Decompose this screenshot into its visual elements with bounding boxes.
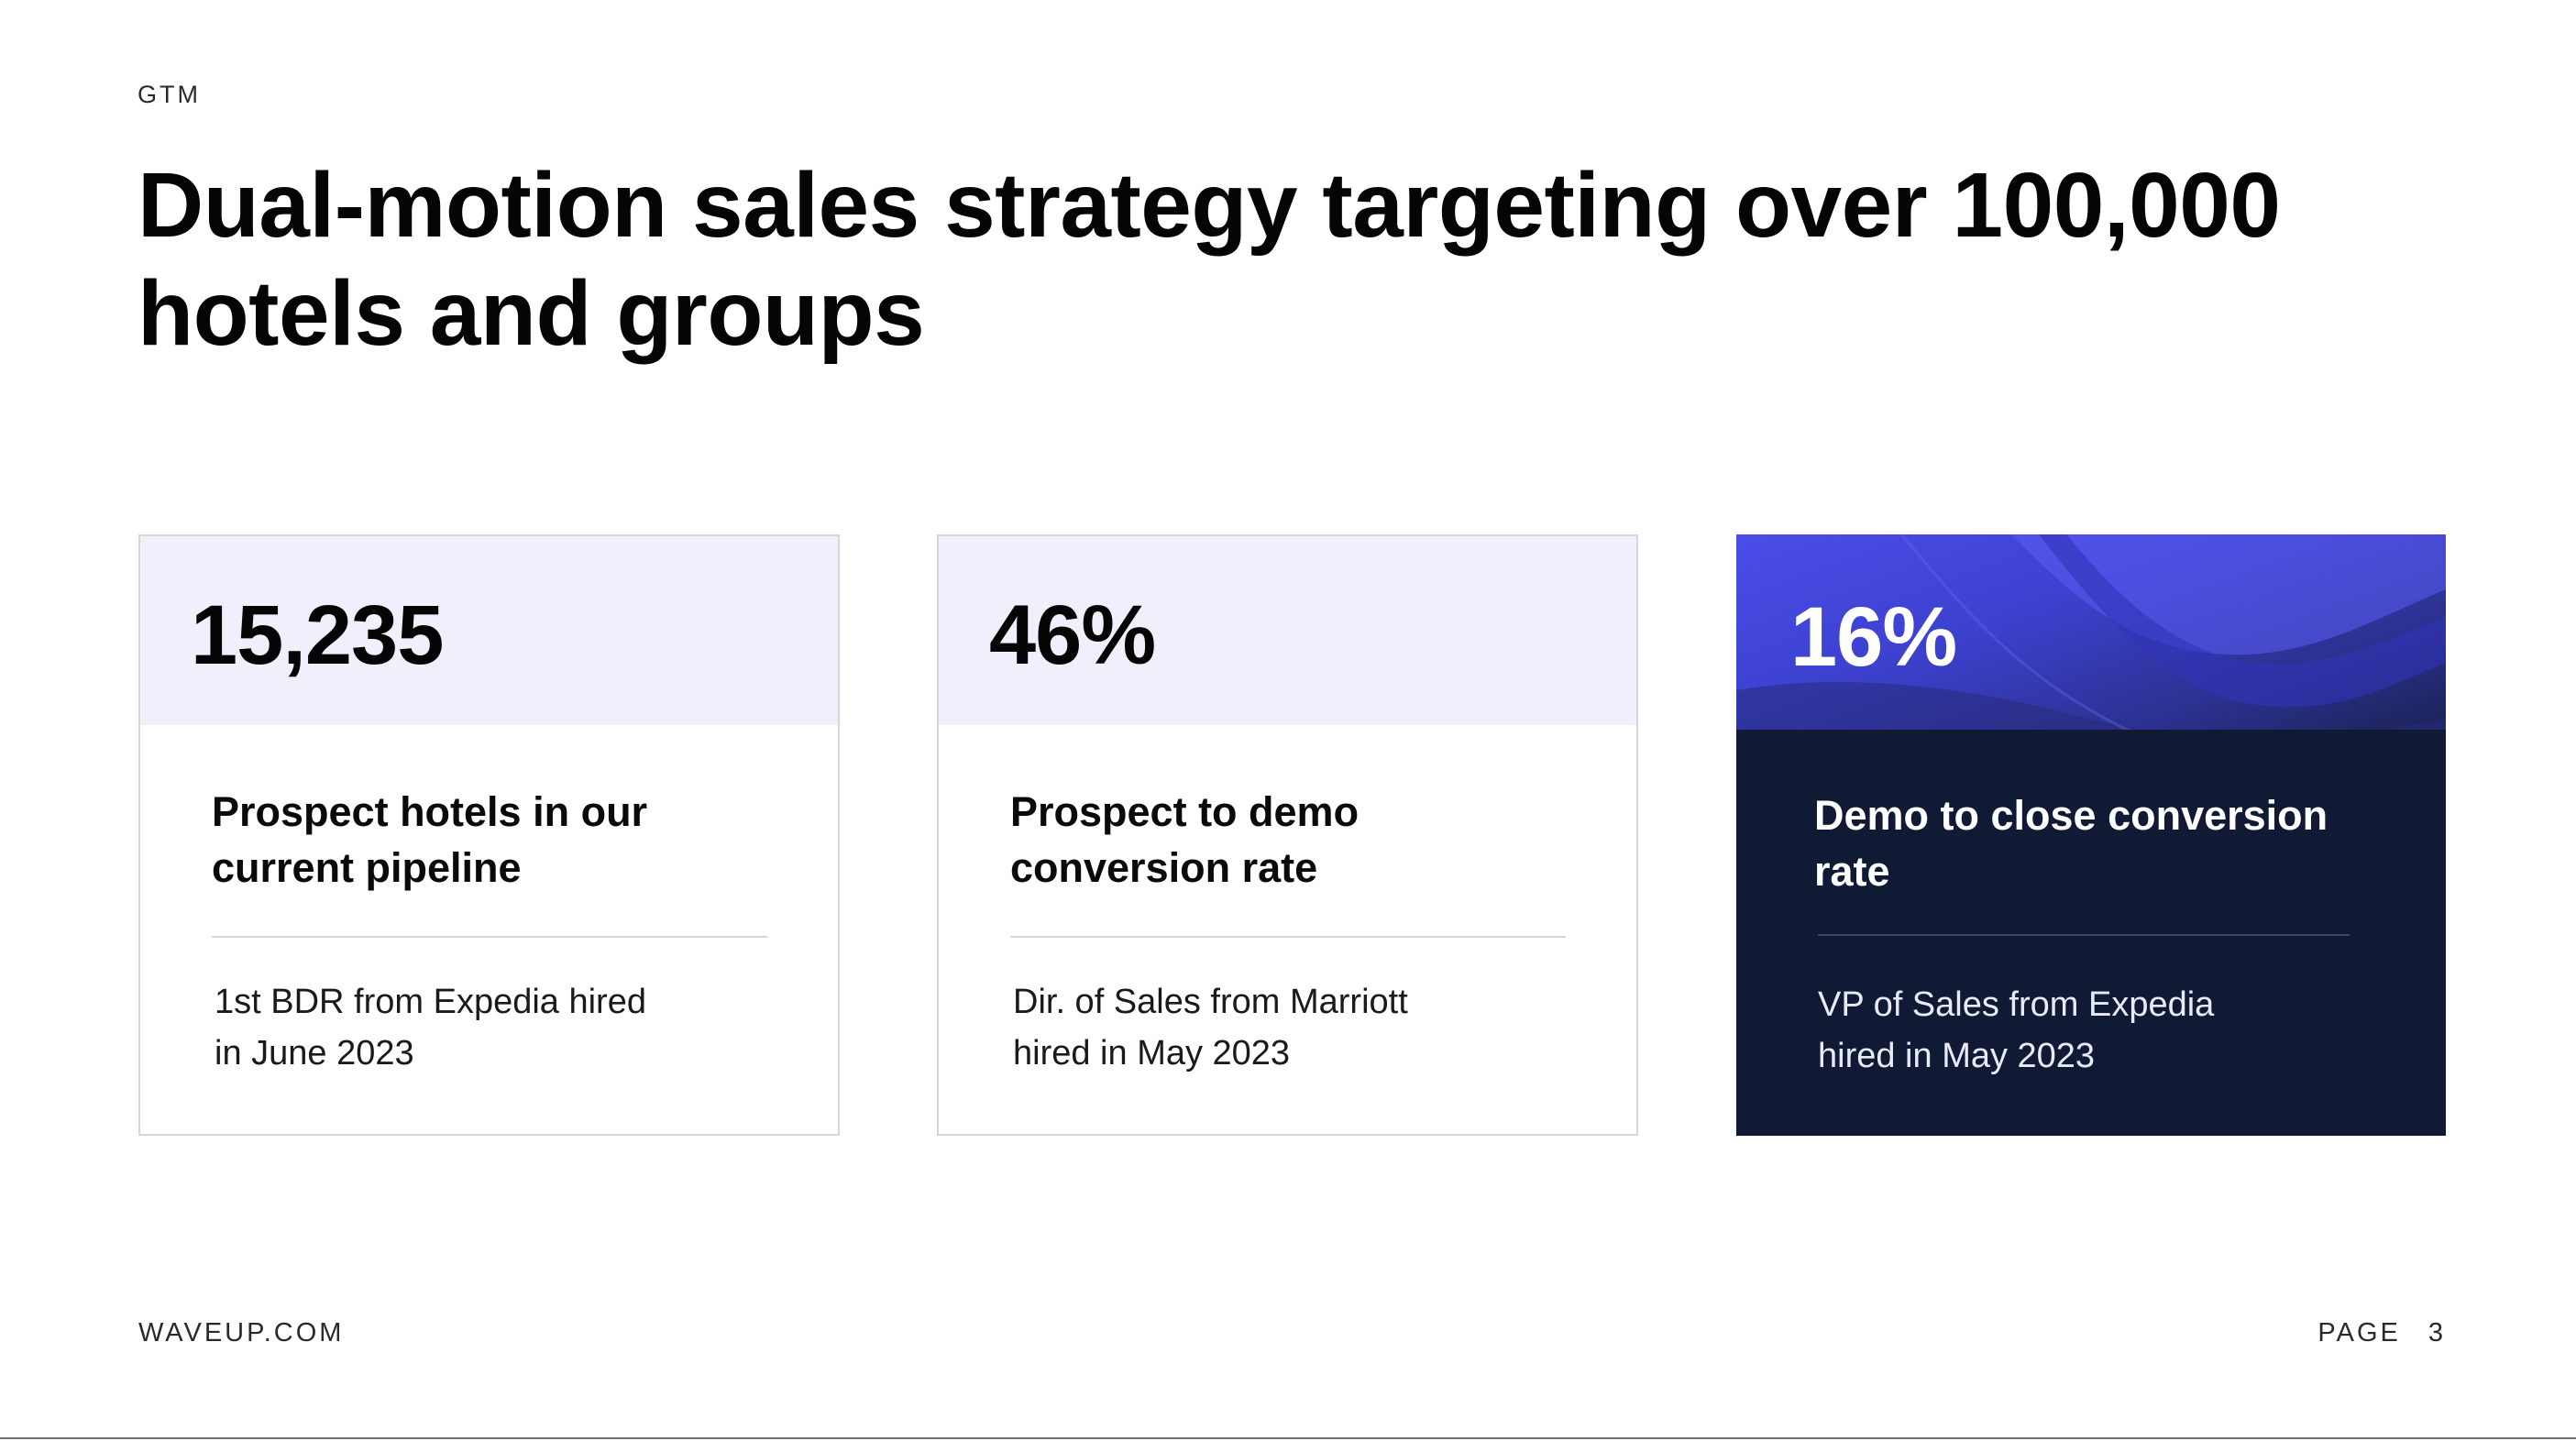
- stat-label: Prospect hotels in our current pipeline: [212, 788, 648, 891]
- stat-value: 15,235: [191, 588, 444, 682]
- page-title: Dual-motion sales strategy targeting ove…: [138, 154, 2281, 365]
- stat-card-header: 15,235: [140, 536, 838, 725]
- stat-note: Dir. of Sales from Marriott hired in May…: [1013, 976, 1490, 1079]
- bottom-border: [0, 1437, 2576, 1439]
- wave-background-graphic: [1736, 534, 2446, 730]
- card-divider: [212, 936, 767, 938]
- stat-value: 16%: [1790, 590, 1957, 684]
- stat-note-line: hired in May 2023: [1013, 1034, 1291, 1072]
- stat-note-line: Dir. of Sales from Marriott: [1013, 983, 1408, 1021]
- section-tag: GTM: [138, 81, 201, 108]
- stat-card-header: 46%: [939, 536, 1636, 725]
- stat-note-line: 1st BDR from Expedia hired: [215, 983, 646, 1021]
- stat-card-header-highlight: 16%: [1736, 534, 2446, 730]
- stat-note: VP of Sales from Expedia hired in May 20…: [1818, 979, 2295, 1082]
- card-divider: [1010, 936, 1566, 938]
- stat-note-line: hired in May 2023: [1818, 1037, 2096, 1075]
- stat-note-line: VP of Sales from Expedia: [1818, 985, 2215, 1024]
- page-number: 3: [2427, 1318, 2446, 1348]
- footer-site: WAVEUP.COM: [138, 1318, 345, 1348]
- stat-label: Demo to close conversion rate: [1814, 792, 2328, 895]
- stat-card-demo-conversion: 46% Prospect to demo conversion rate Dir…: [937, 534, 1638, 1136]
- stat-note-line: in June 2023: [215, 1034, 414, 1072]
- stat-note: 1st BDR from Expedia hired in June 2023: [215, 976, 691, 1079]
- stat-card-pipeline: 15,235 Prospect hotels in our current pi…: [138, 534, 840, 1136]
- stat-card-close-conversion: 16% Demo to close conversion rate VP of …: [1736, 534, 2446, 1136]
- page-label: PAGE: [2317, 1318, 2401, 1348]
- stat-value: 46%: [989, 588, 1156, 682]
- card-divider: [1818, 934, 2350, 936]
- footer-page-indicator: PAGE 3: [2317, 1318, 2446, 1348]
- stat-label: Prospect to demo conversion rate: [1010, 788, 1360, 891]
